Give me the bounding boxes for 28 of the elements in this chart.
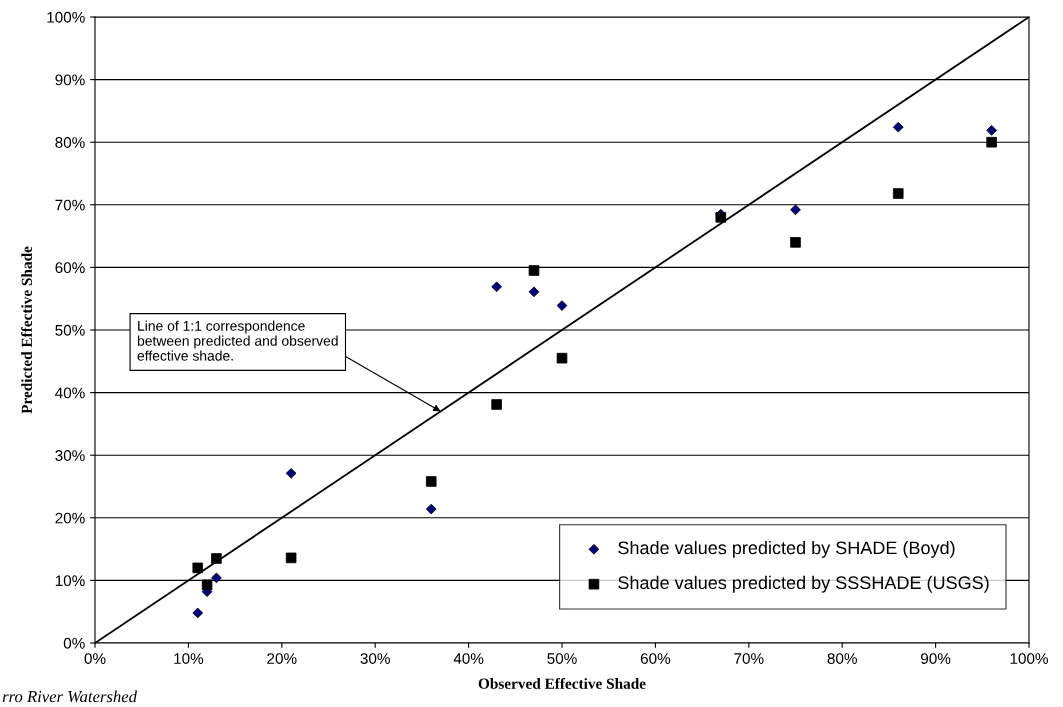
x-tick-label: 0% xyxy=(84,653,106,664)
y-tick-label: 80% xyxy=(55,137,85,148)
y-tick-label: 30% xyxy=(55,450,85,461)
x-tick-label: 100% xyxy=(1010,653,1048,664)
legend-label: Shade values predicted by SSSHADE (USGS) xyxy=(618,575,989,593)
x-tick-label: 60% xyxy=(640,653,671,664)
legend-label: Shade values predicted by SHADE (Boyd) xyxy=(618,540,955,558)
y-tick-label: 50% xyxy=(55,324,85,336)
x-tick-label: 40% xyxy=(453,653,484,664)
x-tick-label: 80% xyxy=(827,653,857,664)
x-tick-label: 70% xyxy=(734,653,764,664)
x-tick-label: 90% xyxy=(921,653,951,664)
y-tick-label: 60% xyxy=(55,262,85,274)
y-tick-label: 90% xyxy=(55,74,85,86)
y-axis-title: Predicted Effective Shade xyxy=(21,246,32,414)
y-tick-label: 20% xyxy=(55,512,85,524)
y-tick-label: 40% xyxy=(55,387,85,399)
y-tick-label: 70% xyxy=(55,199,85,211)
x-tick-label: 50% xyxy=(547,653,577,664)
x-tick-label: 30% xyxy=(360,653,390,664)
text: rro River Watershed xyxy=(2,690,138,703)
y-tick-label: 0% xyxy=(63,637,85,649)
x-tick-label: 10% xyxy=(174,653,204,664)
y-tick-label: 10% xyxy=(55,575,85,587)
x-tick-label: 20% xyxy=(267,653,297,664)
x-axis-title: Observed Effective Shade xyxy=(478,677,646,689)
y-tick-label: 100% xyxy=(47,11,85,23)
annotation: Line of 1:1 correspondence between predicted and observed effective shade. xyxy=(137,320,338,361)
